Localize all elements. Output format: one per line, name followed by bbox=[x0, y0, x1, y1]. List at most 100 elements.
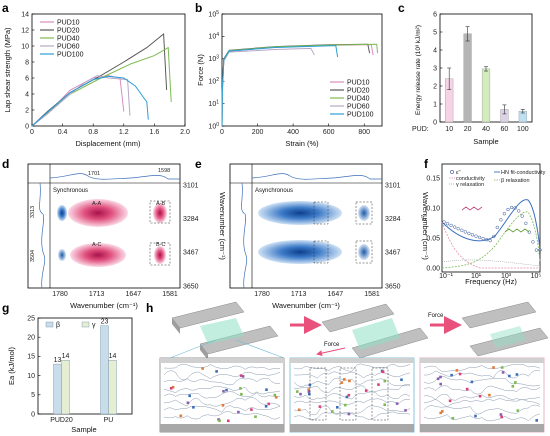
y-tick-label: 3101 bbox=[183, 182, 199, 189]
polymer-chain bbox=[293, 391, 411, 400]
polymer-chain bbox=[163, 391, 281, 399]
zoom-box-2 bbox=[289, 357, 415, 433]
top-spectrum-d bbox=[49, 173, 180, 180]
segment-marker bbox=[500, 415, 503, 419]
polymer-chain bbox=[423, 370, 541, 379]
legend-label: PUD60 bbox=[347, 103, 370, 110]
polymer-chain bbox=[293, 384, 411, 394]
x-tick-label: 1.6 bbox=[150, 129, 160, 136]
panel-e-asynchronous-map: e Asynchronous 1780 1713 1647 1581 3101 3284 3… bbox=[195, 157, 430, 310]
segment-marker bbox=[347, 412, 351, 416]
data-point bbox=[495, 225, 499, 230]
segment-marker bbox=[240, 392, 243, 396]
contour-blob bbox=[58, 249, 66, 261]
polymer-chain bbox=[163, 405, 281, 413]
polymer-chain bbox=[293, 411, 411, 420]
data-point bbox=[467, 231, 471, 236]
x-tick-label: 1713 bbox=[89, 291, 105, 298]
panel-h-mechanism-schematic: h Force Force bbox=[146, 301, 549, 433]
x-axis-label-a: Displacement (mm) bbox=[75, 139, 141, 148]
polymer-chain bbox=[423, 398, 541, 408]
bar-pud20-gamma bbox=[61, 360, 70, 415]
data-point bbox=[520, 214, 524, 218]
polymer-chain bbox=[423, 413, 541, 422]
x-tick-label: 200 bbox=[252, 129, 264, 136]
zoom-box-1 bbox=[159, 357, 285, 433]
segment-marker bbox=[381, 370, 385, 374]
panel-label-b: b bbox=[195, 1, 202, 15]
segment-marker bbox=[501, 371, 505, 374]
bar-pu-gamma bbox=[108, 360, 117, 415]
y-tick-label: 6 bbox=[25, 75, 29, 82]
polymer-chain bbox=[163, 411, 281, 420]
y-tick-label: 101 bbox=[208, 99, 219, 108]
x-tick-label: 10¹ bbox=[471, 273, 482, 280]
bar-pud40 bbox=[481, 68, 491, 123]
x-tick-label: 0.4 bbox=[58, 129, 68, 136]
plot-frame-a bbox=[31, 13, 186, 127]
x-tick-label: 1581 bbox=[364, 291, 380, 298]
segment-marker bbox=[500, 366, 504, 369]
segment-marker bbox=[395, 402, 399, 405]
segment-marker bbox=[336, 406, 339, 409]
series-line-pud60 bbox=[31, 75, 131, 127]
panel-a: a 0 0.4 0.8 1.2 1.6 2.0 0 2 4 6 8 10 12 14 PUD10PUD20… bbox=[2, 1, 190, 148]
segment-marker bbox=[179, 414, 183, 418]
segment-marker bbox=[307, 388, 310, 391]
y-tick-label: 14 bbox=[21, 11, 29, 18]
segment-marker bbox=[307, 390, 311, 394]
segment-marker bbox=[439, 382, 442, 386]
segment-marker bbox=[499, 413, 503, 416]
segment-marker bbox=[308, 392, 311, 396]
segment-marker bbox=[455, 369, 459, 372]
polymer-chain bbox=[163, 385, 281, 395]
stage-1-bonded-joint bbox=[171, 301, 279, 360]
segment-marker bbox=[474, 414, 477, 418]
cross-peak-label-aa: A-A bbox=[92, 201, 102, 207]
y-tick-label: 10 bbox=[21, 43, 29, 50]
legend-f-hnfit: HN fit-conductivity bbox=[501, 170, 546, 176]
y-axis-label-a: Lap shear strength (MPa) bbox=[3, 27, 12, 113]
x-tick-label: 20 bbox=[464, 126, 472, 133]
y-tick-label: 3650 bbox=[183, 283, 199, 290]
data-label: 23 bbox=[101, 319, 109, 326]
data-point bbox=[470, 233, 475, 237]
contour-blob bbox=[258, 240, 342, 264]
segment-marker bbox=[331, 410, 334, 413]
y-tick-label: 100 bbox=[208, 122, 219, 131]
y-tick-label: 3650 bbox=[385, 283, 401, 290]
segment-marker bbox=[265, 388, 268, 391]
series-line-pud40 bbox=[31, 46, 172, 127]
polymer-chain bbox=[163, 378, 281, 385]
data-point bbox=[474, 234, 478, 238]
polymer-chain bbox=[293, 405, 411, 416]
data-point bbox=[524, 221, 528, 225]
y-tick-label: 8 bbox=[25, 59, 29, 66]
panel-f-dielectric-loss: f 0.00 0.05 0.10 0.15 10⁻¹ 10¹ 10³ 10⁵ ε'' cond… bbox=[419, 157, 546, 286]
plot-frame-f bbox=[441, 163, 541, 273]
stage-3-failed-joint bbox=[461, 301, 549, 357]
legend-label: PUD10 bbox=[347, 79, 370, 86]
x-axis-label-g: Sample bbox=[71, 425, 96, 434]
segment-marker bbox=[478, 394, 482, 398]
y-axis-label-c: Energy release rate (10³ kJ/m²) bbox=[415, 25, 422, 115]
x-tick-label: 10⁵ bbox=[531, 273, 542, 280]
bar-pu-beta bbox=[100, 325, 109, 415]
segment-marker bbox=[348, 379, 351, 383]
x-tick-label: 1581 bbox=[162, 291, 178, 298]
segment-marker bbox=[364, 389, 368, 392]
left-spectrum-d bbox=[39, 182, 46, 289]
segment-marker bbox=[436, 377, 440, 381]
data-point bbox=[506, 207, 510, 212]
segment-marker bbox=[404, 409, 407, 412]
gamma-relaxation-curve bbox=[441, 259, 541, 267]
segment-marker bbox=[250, 408, 253, 411]
legend-swatch bbox=[81, 321, 90, 328]
y-tick-label: 4 bbox=[25, 91, 29, 98]
segment-marker bbox=[492, 366, 495, 369]
segment-marker bbox=[188, 394, 191, 398]
x-tick-label: 10 bbox=[445, 126, 453, 133]
cross-peak-label-ac: A-C bbox=[92, 242, 102, 248]
y-tick-label: 2 bbox=[433, 83, 437, 90]
